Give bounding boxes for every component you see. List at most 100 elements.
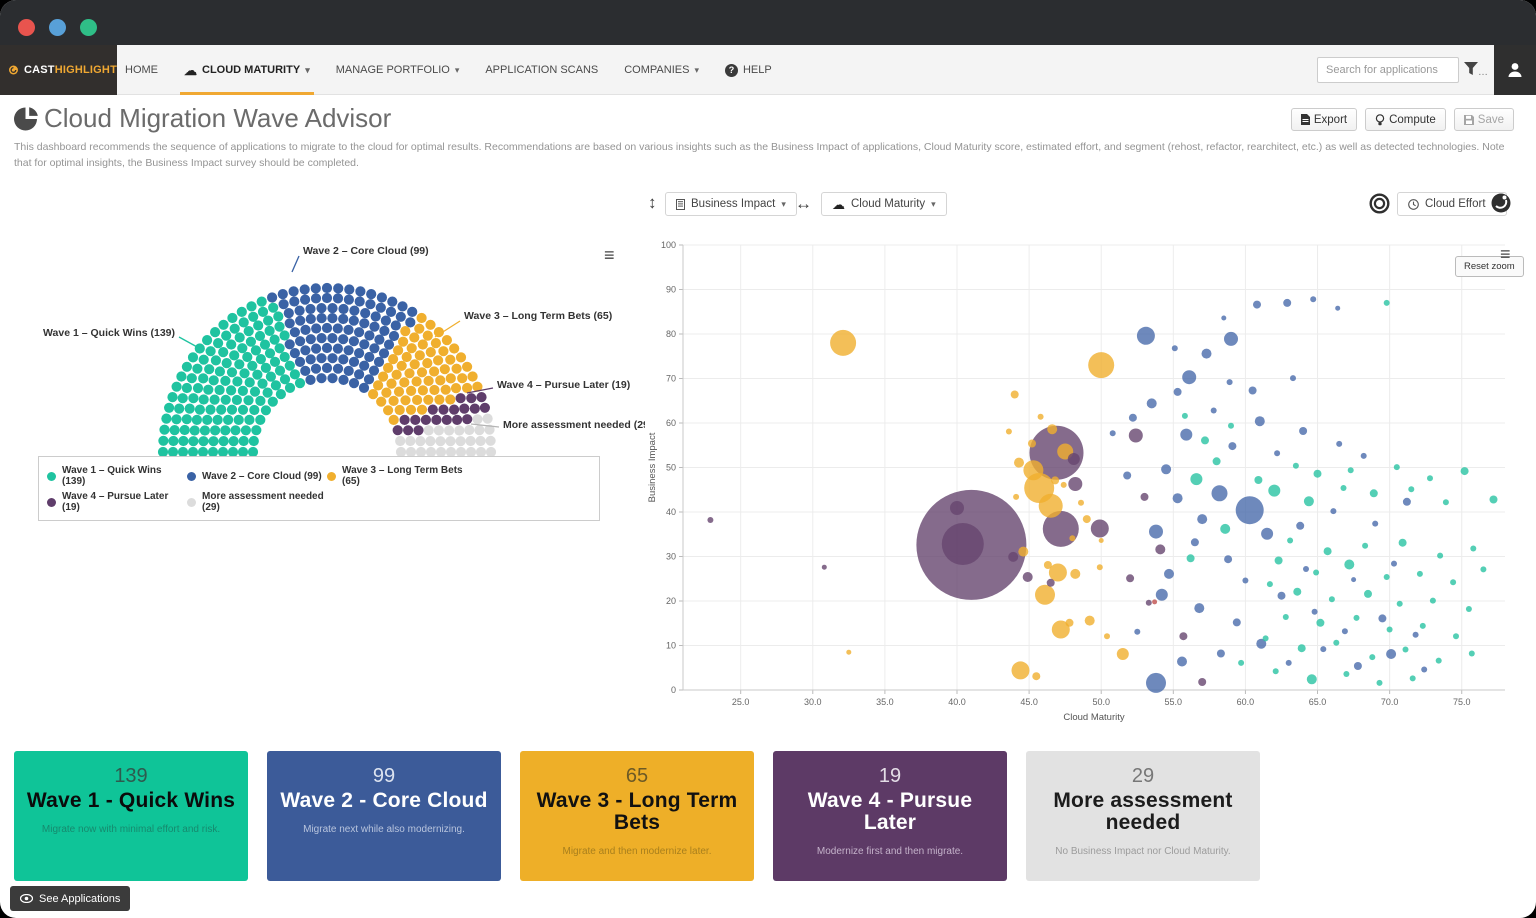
scatter-point[interactable] bbox=[1182, 370, 1197, 385]
seat-dot[interactable] bbox=[474, 425, 485, 436]
scatter-point[interactable] bbox=[1480, 566, 1487, 573]
seat-dot[interactable] bbox=[376, 292, 387, 303]
seat-dot[interactable] bbox=[462, 414, 473, 425]
seat-dot[interactable] bbox=[177, 446, 189, 458]
seat-dot[interactable] bbox=[192, 383, 204, 394]
seat-dot[interactable] bbox=[338, 354, 349, 365]
seat-dot[interactable] bbox=[294, 356, 306, 367]
seat-dot[interactable] bbox=[400, 326, 411, 337]
seat-dot[interactable] bbox=[338, 313, 349, 325]
seat-dot[interactable] bbox=[300, 324, 311, 335]
seat-dot[interactable] bbox=[348, 336, 359, 347]
scatter-point[interactable] bbox=[707, 517, 714, 523]
seat-dot[interactable] bbox=[388, 330, 400, 342]
seat-dot[interactable] bbox=[226, 367, 238, 378]
scatter-point[interactable] bbox=[1037, 413, 1044, 420]
scatter-point[interactable] bbox=[1453, 633, 1459, 640]
scatter-point[interactable] bbox=[1011, 661, 1030, 680]
seat-dot[interactable] bbox=[455, 446, 467, 458]
seat-dot[interactable] bbox=[221, 330, 232, 341]
seat-dot[interactable] bbox=[395, 435, 406, 447]
scatter-point[interactable] bbox=[1078, 499, 1084, 506]
seat-dot[interactable] bbox=[391, 369, 402, 380]
seat-dot[interactable] bbox=[240, 425, 251, 436]
seat-dot[interactable] bbox=[465, 435, 476, 447]
seat-dot[interactable] bbox=[279, 330, 290, 341]
seat-dot[interactable] bbox=[327, 353, 338, 364]
bubble-mode-toggle[interactable] bbox=[1490, 192, 1512, 217]
scatter-point[interactable] bbox=[1088, 352, 1115, 379]
seat-dot[interactable] bbox=[260, 362, 271, 373]
seat-dot[interactable] bbox=[167, 446, 179, 458]
scatter-point[interactable] bbox=[1274, 450, 1281, 457]
seat-dot[interactable] bbox=[289, 369, 300, 380]
window-minimize-button[interactable] bbox=[49, 19, 66, 36]
seat-dot[interactable] bbox=[257, 306, 269, 317]
scatter-point[interactable] bbox=[1179, 632, 1188, 641]
seat-dot[interactable] bbox=[264, 348, 276, 359]
seat-dot[interactable] bbox=[392, 425, 403, 436]
scatter-point[interactable] bbox=[1173, 387, 1182, 396]
x-axis-selector[interactable]: ☁ Cloud Maturity ▾ bbox=[821, 192, 947, 216]
seat-dot[interactable] bbox=[427, 404, 438, 415]
seat-dot[interactable] bbox=[379, 325, 390, 336]
seat-dot[interactable] bbox=[305, 374, 316, 385]
seat-dot[interactable] bbox=[210, 355, 221, 366]
seat-dot[interactable] bbox=[420, 414, 431, 425]
seat-dot[interactable] bbox=[370, 311, 381, 322]
seat-dot[interactable] bbox=[359, 318, 370, 329]
parliament-menu-icon[interactable]: ≡ bbox=[604, 245, 615, 265]
search-input[interactable] bbox=[1317, 57, 1459, 83]
scatter-point[interactable] bbox=[846, 649, 852, 655]
scatter-point[interactable] bbox=[1450, 579, 1457, 586]
scatter-point[interactable] bbox=[1398, 538, 1407, 547]
seat-dot[interactable] bbox=[359, 360, 370, 371]
seat-dot[interactable] bbox=[422, 358, 433, 369]
scatter-point[interactable] bbox=[1198, 678, 1207, 686]
seat-dot[interactable] bbox=[327, 313, 338, 324]
seat-dot[interactable] bbox=[310, 283, 321, 294]
seat-dot[interactable] bbox=[192, 363, 203, 374]
seat-dot[interactable] bbox=[249, 386, 261, 397]
seat-dot[interactable] bbox=[264, 325, 275, 336]
seat-dot[interactable] bbox=[255, 414, 266, 425]
scatter-point[interactable] bbox=[1347, 467, 1354, 474]
seat-dot[interactable] bbox=[210, 425, 221, 436]
scatter-point[interactable] bbox=[1136, 326, 1155, 345]
seat-dot[interactable] bbox=[417, 339, 428, 350]
scatter-point[interactable] bbox=[1098, 538, 1104, 543]
seat-dot[interactable] bbox=[400, 395, 411, 406]
seat-dot[interactable] bbox=[429, 384, 440, 396]
seat-dot[interactable] bbox=[205, 346, 216, 357]
seat-dot[interactable] bbox=[479, 402, 490, 413]
seat-dot[interactable] bbox=[194, 404, 205, 415]
seat-dot[interactable] bbox=[243, 395, 254, 406]
scatter-point[interactable] bbox=[1069, 535, 1076, 542]
seat-dot[interactable] bbox=[476, 392, 487, 403]
seat-dot[interactable] bbox=[236, 306, 247, 317]
scatter-point[interactable] bbox=[1224, 555, 1233, 564]
seat-dot[interactable] bbox=[283, 308, 294, 319]
seat-dot[interactable] bbox=[184, 403, 195, 414]
seat-dot[interactable] bbox=[248, 435, 259, 447]
seat-dot[interactable] bbox=[274, 365, 286, 376]
seat-dot[interactable] bbox=[194, 343, 205, 354]
seat-dot[interactable] bbox=[343, 365, 354, 376]
scatter-point[interactable] bbox=[1383, 299, 1390, 306]
seat-dot[interactable] bbox=[383, 405, 394, 416]
seat-dot[interactable] bbox=[198, 394, 209, 405]
seat-dot[interactable] bbox=[186, 373, 197, 384]
seat-dot[interactable] bbox=[310, 293, 322, 304]
scatter-point[interactable] bbox=[1248, 386, 1257, 395]
seat-dot[interactable] bbox=[415, 446, 427, 458]
scatter-point[interactable] bbox=[1211, 485, 1228, 502]
scatter-point[interactable] bbox=[1369, 654, 1376, 661]
seat-dot[interactable] bbox=[289, 296, 300, 307]
seat-dot[interactable] bbox=[455, 352, 467, 363]
scatter-point[interactable] bbox=[1341, 628, 1348, 635]
scatter-point[interactable] bbox=[1419, 622, 1426, 629]
seat-dot[interactable] bbox=[310, 363, 322, 374]
seat-dot[interactable] bbox=[390, 320, 401, 331]
seat-dot[interactable] bbox=[407, 306, 418, 317]
scatter-point[interactable] bbox=[1261, 527, 1274, 540]
